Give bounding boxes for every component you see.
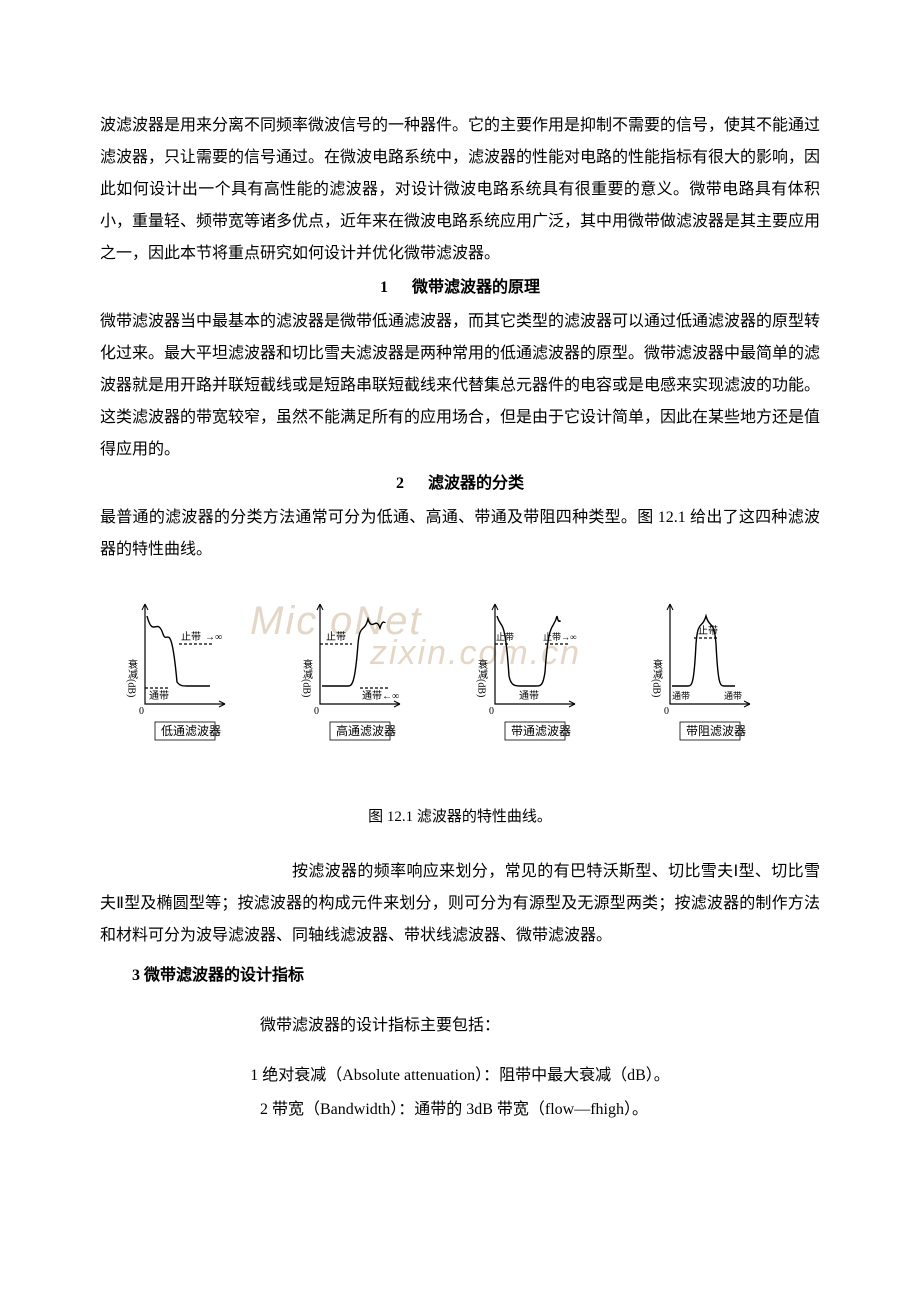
highpass-stop-marker: ←∞	[382, 691, 399, 702]
section3-item-2: 2 带宽（Bandwidth）：通带的 3dB 带宽（flow—fhigh）。	[100, 1094, 820, 1126]
highpass-ylabel: 衰减(dB)	[301, 658, 313, 698]
watermark-left: Mic	[250, 599, 318, 643]
chart-bandpass: 衰减(dB) 止带 止带→∞ 通带 0 带通滤波器	[476, 604, 577, 740]
section3-title: 微带滤波器的设计指标	[144, 967, 304, 984]
lowpass-curve	[147, 616, 210, 686]
highpass-stop-label: 止带	[326, 631, 346, 643]
chart-bandstop: 衰减(dB) 止带 通带 通带 0 带阻滤波器	[651, 604, 751, 740]
section3-intro: 微带滤波器的设计指标主要包括：	[100, 1010, 820, 1042]
highpass-pass-label: 通带	[362, 690, 382, 702]
lowpass-pass-label: 通带	[149, 690, 169, 702]
figure-12-1: Mic oNet zixin.com.cn 衰减(dB) 通带 止带 →∞ 0 …	[100, 584, 820, 794]
section1-text: 微带滤波器当中最基本的滤波器是微带低通滤波器，而其它类型的滤波器可以通过低通滤波…	[100, 306, 820, 466]
lowpass-stop-marker: →∞	[205, 632, 222, 643]
filter-curves-svg: Mic oNet zixin.com.cn 衰减(dB) 通带 止带 →∞ 0 …	[110, 584, 810, 794]
lowpass-stop-label: 止带	[181, 631, 201, 643]
intro-paragraph: 波滤波器是用来分离不同频率微波信号的一种器件。它的主要作用是抑制不需要的信号，使…	[100, 110, 820, 270]
section1-heading: 1 微带滤波器的原理	[100, 272, 820, 304]
bandpass-pass-label: 通带	[519, 690, 539, 702]
section1-title: 微带滤波器的原理	[412, 279, 540, 296]
section2-heading: 2 滤波器的分类	[100, 468, 820, 500]
bandpass-title: 带通滤波器	[511, 724, 571, 738]
bandpass-zero: 0	[489, 706, 494, 717]
bandstop-pass-r: 通带	[724, 691, 742, 701]
bandpass-stop-r: 止带→∞	[543, 631, 576, 642]
bandstop-ylabel: 衰减(dB)	[651, 658, 663, 698]
highpass-zero: 0	[314, 706, 319, 717]
bandpass-stop-l: 止带	[496, 631, 514, 642]
section1-num: 1	[380, 272, 388, 304]
section3-num: 3	[132, 967, 140, 984]
section2-text: 最普通的滤波器的分类方法通常可分为低通、高通、带通及带阻四种类型。图 12.1 …	[100, 502, 820, 566]
section3-heading: 3 微带滤波器的设计指标	[100, 960, 820, 992]
section2-num: 2	[396, 468, 404, 500]
bandstop-pass-l: 通带	[672, 691, 690, 701]
post-figure-text: 按滤波器的频率响应来划分，常见的有巴特沃斯型、切比雪夫Ⅰ型、切比雪夫Ⅱ型及椭圆型…	[100, 856, 820, 952]
bandstop-zero: 0	[664, 706, 669, 717]
bandpass-ylabel: 衰减(dB)	[476, 658, 488, 698]
lowpass-zero: 0	[139, 706, 144, 717]
chart-lowpass: 衰减(dB) 通带 止带 →∞ 0 低通滤波器	[126, 604, 226, 740]
lowpass-title: 低通滤波器	[161, 724, 221, 738]
bandstop-stop-label: 止带	[698, 625, 718, 637]
section3-item-1: 1 绝对衰减（Absolute attenuation）：阻带中最大衰减（dB）…	[100, 1060, 820, 1092]
lowpass-ylabel: 衰减(dB)	[126, 658, 138, 698]
highpass-title: 高通滤波器	[336, 723, 396, 738]
figure-caption: 图 12.1 滤波器的特性曲线。	[100, 802, 820, 832]
bandstop-title: 带阻滤波器	[686, 724, 746, 738]
section2-title: 滤波器的分类	[428, 475, 524, 492]
